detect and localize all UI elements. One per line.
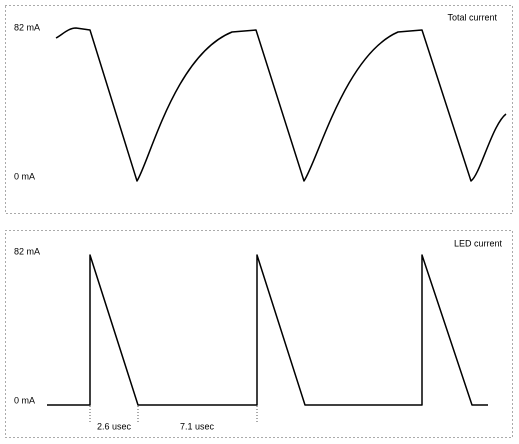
panel-frame bbox=[5, 230, 513, 438]
axis-label: 82 mA bbox=[14, 22, 40, 32]
axis-label: 0 mA bbox=[14, 171, 35, 181]
panel-title: LED current bbox=[454, 238, 503, 248]
time-annotation: 2.6 usec bbox=[97, 421, 132, 431]
panel-frame bbox=[5, 5, 513, 214]
time-annotation: 7.1 usec bbox=[180, 421, 215, 431]
axis-label: 0 mA bbox=[14, 395, 35, 405]
led-current-wave bbox=[47, 254, 488, 406]
panel-title: Total current bbox=[447, 12, 497, 22]
axis-label: 82 mA bbox=[14, 246, 40, 256]
total-current-wave bbox=[55, 27, 507, 182]
